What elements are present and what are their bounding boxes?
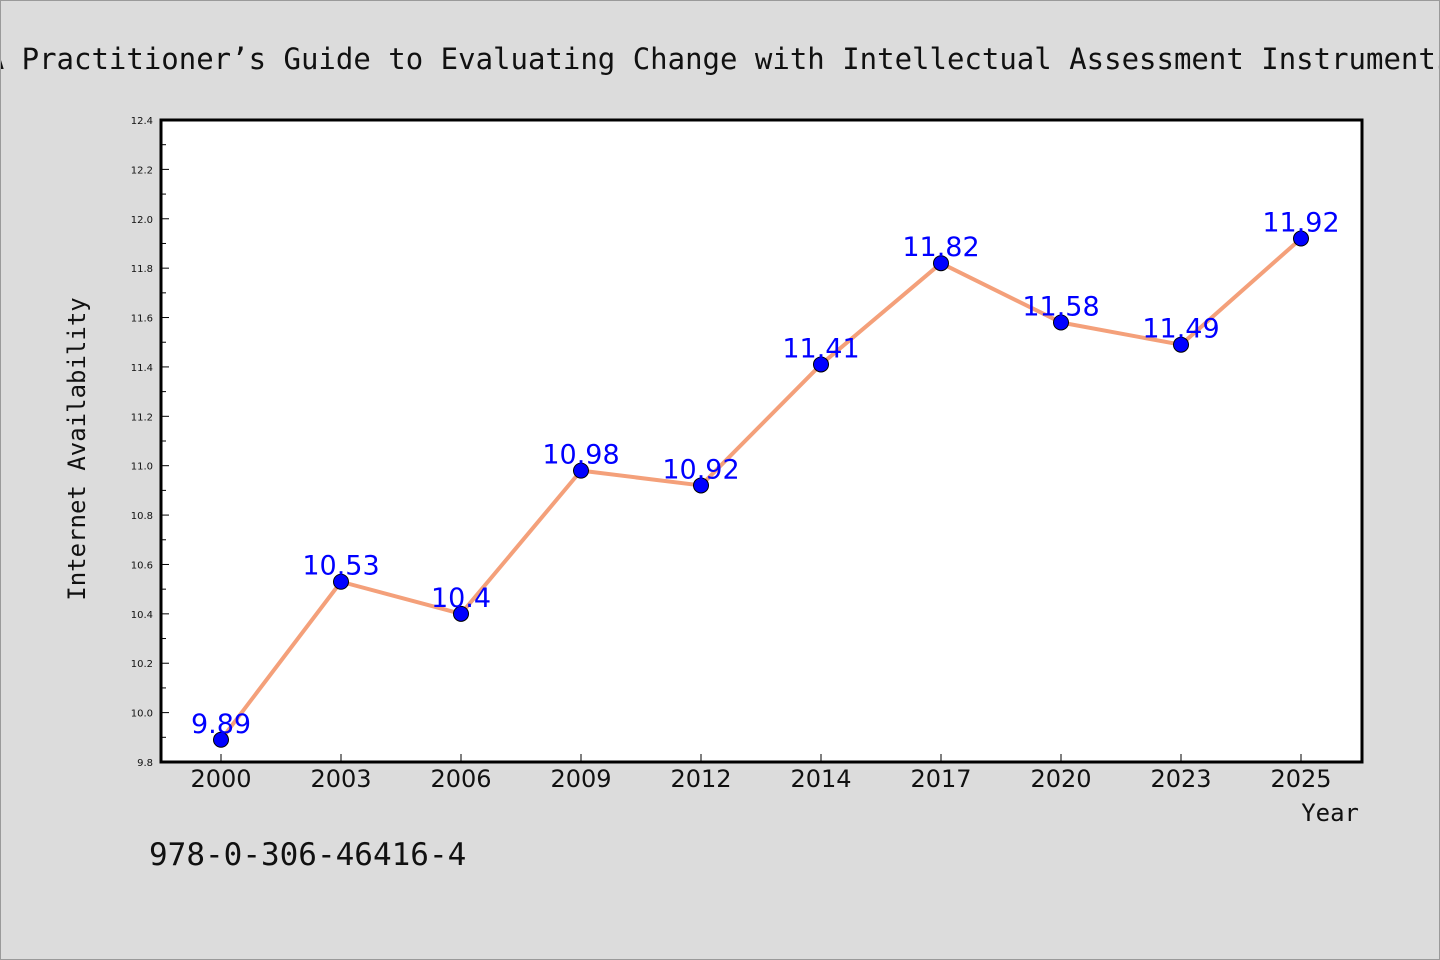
data-point [933,255,949,272]
x-axis-label: Year [1301,799,1359,827]
x-tick-label: 2025 [1270,765,1331,793]
y-tick-label: 10.4 [131,610,153,621]
data-label: 11.41 [782,333,859,364]
isbn-footnote: 978-0-306-46416-4 [149,837,466,873]
data-point [573,462,589,479]
data-point [333,573,349,590]
y-tick-label: 11.2 [131,412,153,423]
x-axis: 2000 2003 2006 2009 2012 2014 2017 2020 2023 2025 [190,754,1332,793]
data-label: 10.4 [431,583,491,614]
data-point [1173,336,1189,353]
y-tick-label: 11.8 [131,264,153,275]
data-point [453,605,469,622]
data-label: 10.53 [302,551,379,582]
data-label: 10.92 [662,454,739,485]
y-tick-label: 10.2 [131,659,153,670]
series-layer: 9.89 10.53 10.4 10.98 10.92 11.41 11.82 11.58 11… [191,208,1340,748]
plot-area [159,118,1364,764]
data-point [1053,314,1069,331]
y-tick-label: 9.8 [137,758,153,769]
y-tick-label: 12.2 [131,165,153,176]
x-tick-label: 2012 [670,765,731,793]
y-tick-label: 11.0 [131,462,153,473]
x-tick-label: 2014 [790,765,851,793]
x-tick-label: 2006 [430,765,491,793]
data-label: 11.58 [1022,291,1099,322]
y-tick-label: 11.4 [131,363,153,374]
x-tick-label: 2000 [190,765,251,793]
data-point [813,356,829,373]
data-label: 9.89 [191,709,251,740]
y-tick-label: 10.6 [131,560,153,571]
y-axis-label: Internet Availability [63,297,91,600]
data-point [213,731,229,748]
data-label: 10.98 [542,440,619,471]
data-label: 11.92 [1262,208,1339,239]
y-axis: 9.8 10.0 10.2 10.4 10.6 10.8 11.0 11.2 11.4 11.6 1… [131,116,169,769]
chart-title: A Practitioner’s Guide to Evaluating Cha… [1,42,1439,76]
data-label: 11.49 [1142,314,1219,345]
y-tick-label: 12.0 [131,215,153,226]
x-tick-label: 2009 [550,765,611,793]
y-tick-label: 12.4 [131,116,153,127]
data-label: 11.82 [902,232,979,263]
data-point [693,477,709,494]
x-tick-label: 2020 [1030,765,1091,793]
x-tick-label: 2023 [1150,765,1211,793]
x-tick-label: 2003 [310,765,371,793]
y-tick-label: 10.8 [131,511,153,522]
x-tick-label: 2017 [910,765,971,793]
series-line [219,236,1303,742]
y-tick-label: 11.6 [131,314,153,325]
y-tick-label: 10.0 [131,709,153,720]
data-point [1293,230,1309,247]
